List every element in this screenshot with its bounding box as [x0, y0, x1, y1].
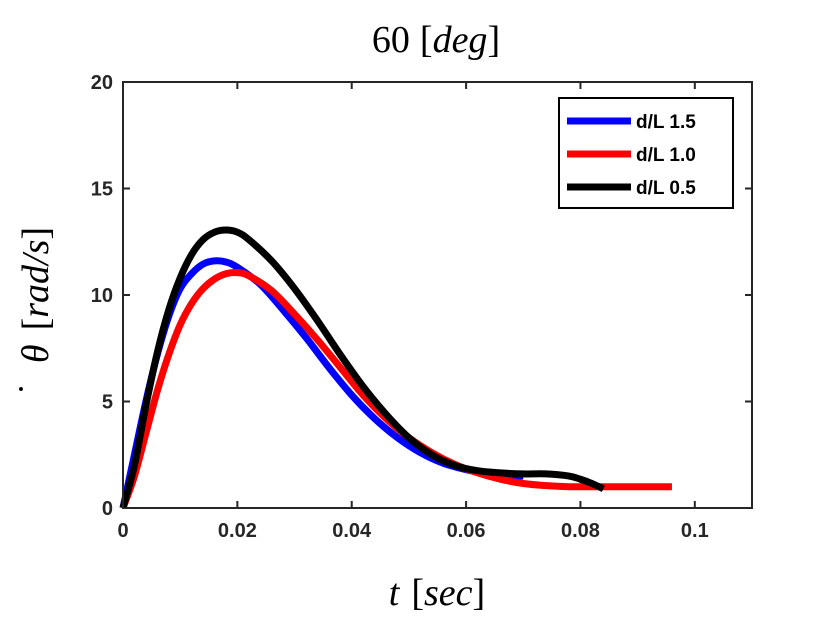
y-axis-label: θ [rad/s] [15, 227, 57, 363]
x-tick-label: 0.04 [332, 520, 372, 542]
y-axis-unit: rad/s [15, 240, 57, 318]
title-open-bracket: [ [420, 19, 433, 61]
y-axis-symbol: θ [15, 344, 57, 363]
x-axis-unit: sec [424, 572, 473, 614]
title-unit: deg [433, 19, 488, 61]
title-close-bracket: ] [487, 19, 500, 61]
chart-title: 60 [deg] [372, 19, 500, 61]
series-line-d-l-0-5 [119, 226, 605, 509]
x-axis-close-bracket: ] [473, 572, 486, 614]
title-number: 60 [372, 19, 410, 61]
x-axis-symbol: t [389, 572, 401, 614]
legend-label-d-l-1-0: d/L 1.0 [636, 145, 696, 166]
legend-label-d-l-1-5: d/L 1.5 [636, 112, 696, 133]
y-axis-symbol-dot: ˙ [11, 383, 53, 396]
legend-label-d-l-0-5: d/L 0.5 [636, 178, 696, 199]
axes-box [122, 81, 753, 509]
y-tick-label: 20 [91, 72, 113, 94]
legend: d/L 1.5 d/L 1.0 d/L 0.5 [558, 97, 734, 209]
x-axis-open-bracket: [ [411, 572, 424, 614]
x-tick-label: 0.02 [218, 520, 257, 542]
y-axis-close-bracket: ] [15, 227, 57, 240]
x-tick-label: 0.08 [561, 520, 600, 542]
y-tick-label: 5 [102, 392, 113, 414]
y-tick-label: 10 [91, 285, 113, 307]
y-axis-label-group: θ [rad/s] ˙ [11, 227, 57, 395]
x-axis-label: t [sec] [389, 572, 485, 614]
x-tick-label: 0.1 [681, 520, 709, 542]
x-tick-label: 0.06 [447, 520, 486, 542]
axis-ticks: 0 0.02 0.04 0.06 0.08 0.1 0 5 10 15 20 [91, 72, 752, 542]
y-tick-label: 0 [102, 498, 113, 520]
series-line-d-l-1-0 [119, 268, 672, 510]
y-axis-open-bracket: [ [15, 318, 57, 331]
series-layer [119, 226, 672, 510]
x-tick-label: 0 [117, 520, 128, 542]
y-tick-label: 15 [91, 179, 113, 201]
